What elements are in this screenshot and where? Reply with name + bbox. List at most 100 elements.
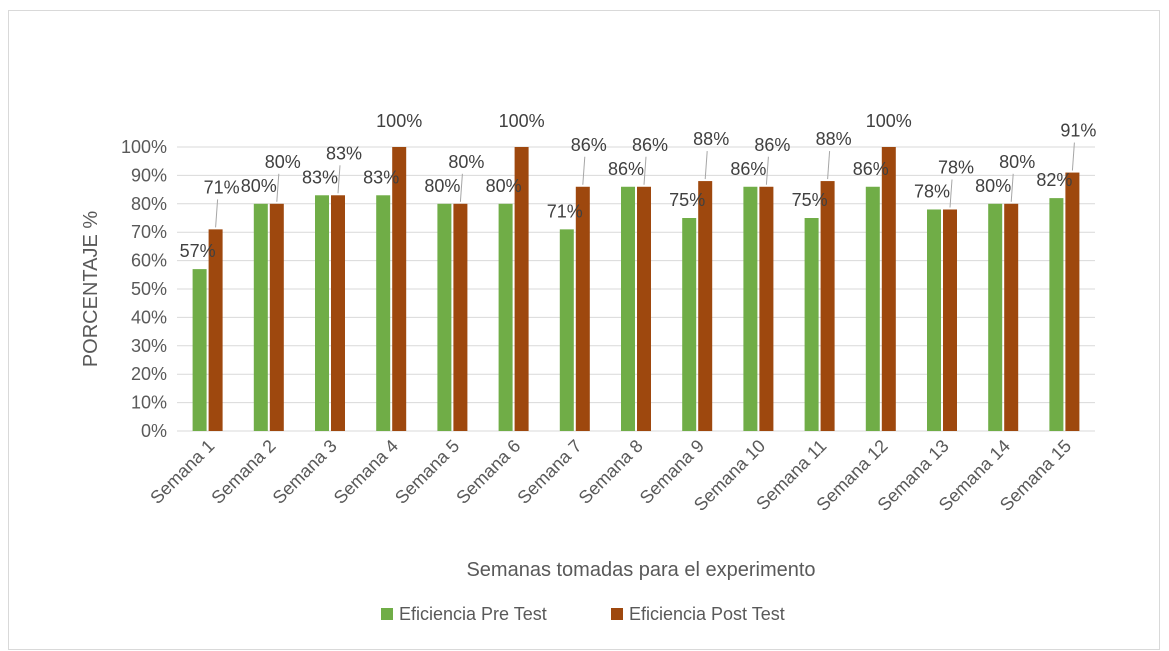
data-label-pre-test: 86% xyxy=(730,159,766,179)
bar-pre-test xyxy=(988,203,1003,431)
label-leader-line xyxy=(1071,142,1075,171)
y-tick-label: 10% xyxy=(131,393,167,413)
x-tick-label: Semana 6 xyxy=(452,436,524,508)
data-label-pre-test: 71% xyxy=(547,201,583,221)
legend: Eficiencia Pre Test Eficiencia Post Test xyxy=(381,604,785,624)
y-tick-label: 90% xyxy=(131,165,167,185)
bar-pre-test xyxy=(315,195,329,431)
label-leader-line xyxy=(827,151,831,180)
y-axis-title: PORCENTAJE % xyxy=(80,211,102,368)
x-axis-title: Semanas tomadas para el experimento xyxy=(466,559,815,581)
bar-post-test xyxy=(331,195,345,431)
y-tick-label: 60% xyxy=(131,251,167,271)
data-label-post-test: 91% xyxy=(1060,121,1096,141)
label-leader-line xyxy=(765,156,769,185)
bar-pre-test xyxy=(743,186,758,431)
label-leader-line xyxy=(704,151,708,180)
data-label-post-test: 88% xyxy=(816,129,852,149)
bar-pre-test xyxy=(192,269,207,431)
data-label-pre-test: 80% xyxy=(486,176,522,196)
data-label-pre-test: 83% xyxy=(302,167,338,187)
x-tick-label: Semana 8 xyxy=(575,436,647,508)
data-label-post-test: 88% xyxy=(693,129,729,149)
data-label-pre-test: 75% xyxy=(669,190,705,210)
legend-swatch-post-test xyxy=(611,608,623,620)
x-tick-label: Semana 5 xyxy=(391,436,463,508)
data-label-pre-test: 57% xyxy=(180,241,216,261)
y-tick-label: 70% xyxy=(131,222,167,242)
label-leader-line xyxy=(276,173,280,202)
x-tick-label: Semana 2 xyxy=(207,436,279,508)
data-label-pre-test: 80% xyxy=(975,176,1011,196)
bar-post-test xyxy=(820,181,835,431)
data-label-post-test: 100% xyxy=(866,111,912,131)
y-tick-label: 0% xyxy=(141,421,167,441)
data-label-pre-test: 80% xyxy=(424,176,460,196)
bar-post-test xyxy=(1004,203,1019,431)
bar-pre-test xyxy=(865,186,880,431)
data-label-post-test: 80% xyxy=(265,152,301,172)
data-label-post-test: 80% xyxy=(999,152,1035,172)
y-tick-label: 80% xyxy=(131,194,167,214)
y-tick-label: 30% xyxy=(131,336,167,356)
label-leader-line xyxy=(949,179,953,208)
data-label-pre-test: 82% xyxy=(1036,170,1072,190)
bar-pre-test xyxy=(498,203,513,431)
data-label-pre-test: 75% xyxy=(792,190,828,210)
bars xyxy=(192,147,1080,431)
y-axis-ticks: 0% 10% 20% 30% 40% 50% 60% 70% 80% 90% 100% xyxy=(121,137,167,441)
bar-post-test xyxy=(943,209,957,431)
data-label-post-test: 100% xyxy=(376,111,422,131)
label-leader-line xyxy=(215,199,219,228)
bar-pre-test xyxy=(1049,198,1064,431)
bar-pre-test xyxy=(253,203,268,431)
x-tick-label: Semana 4 xyxy=(330,436,402,508)
bar-post-test xyxy=(759,186,774,431)
data-label-post-test: 78% xyxy=(938,157,974,177)
label-leader-line xyxy=(459,173,463,202)
bar-post-test xyxy=(881,147,896,431)
bar-post-test xyxy=(514,147,529,431)
data-label-post-test: 71% xyxy=(204,177,240,197)
x-tick-label: Semana 3 xyxy=(269,436,341,508)
y-tick-label: 40% xyxy=(131,307,167,327)
bar-post-test xyxy=(453,203,468,431)
data-label-pre-test: 80% xyxy=(241,176,277,196)
data-label-post-test: 83% xyxy=(326,143,362,163)
bar-post-test xyxy=(575,186,590,431)
bar-post-test xyxy=(208,229,223,431)
legend-label-post-test: Eficiencia Post Test xyxy=(629,604,785,624)
bar-pre-test xyxy=(682,218,697,431)
bar-pre-test xyxy=(559,229,574,431)
label-leader-line xyxy=(337,165,341,194)
legend-swatch-pre-test xyxy=(381,608,393,620)
x-tick-label: Semana 7 xyxy=(513,436,585,508)
bar-post-test xyxy=(392,147,407,431)
data-label-post-test: 86% xyxy=(571,135,607,155)
data-label-post-test: 86% xyxy=(632,135,668,155)
data-label-post-test: 80% xyxy=(448,152,484,172)
data-label-post-test: 100% xyxy=(499,111,545,131)
gridlines xyxy=(177,146,1095,432)
bar-post-test xyxy=(637,186,651,431)
bar-post-test xyxy=(269,203,284,431)
data-label-post-test: 86% xyxy=(754,135,790,155)
bar-pre-test xyxy=(621,186,635,431)
label-leader-line xyxy=(1010,173,1014,202)
bar-post-test xyxy=(698,181,713,431)
label-leader-lines xyxy=(215,142,1075,228)
bar-pre-test xyxy=(804,218,819,431)
data-labels: 57%71% 80%80%83%83%83%100%80%80%80%100%71… xyxy=(180,111,1097,261)
data-label-pre-test: 78% xyxy=(914,181,950,201)
data-label-pre-test: 83% xyxy=(363,167,399,187)
data-label-pre-test: 86% xyxy=(853,159,889,179)
legend-label-pre-test: Eficiencia Pre Test xyxy=(399,604,547,624)
bar-pre-test xyxy=(437,203,452,431)
bar-pre-test xyxy=(927,209,941,431)
label-leader-line xyxy=(582,156,586,185)
y-tick-label: 100% xyxy=(121,137,167,157)
y-tick-label: 20% xyxy=(131,364,167,384)
label-leader-line xyxy=(643,156,647,185)
data-label-pre-test: 86% xyxy=(608,159,644,179)
